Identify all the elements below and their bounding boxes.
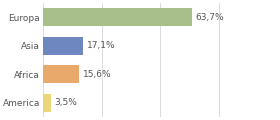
Bar — [43, 37, 83, 55]
Bar — [43, 8, 192, 26]
Text: 17,1%: 17,1% — [87, 41, 115, 50]
Text: 3,5%: 3,5% — [55, 98, 78, 107]
Text: 15,6%: 15,6% — [83, 70, 112, 79]
Text: 63,7%: 63,7% — [196, 13, 224, 22]
Bar — [43, 65, 80, 83]
Bar — [43, 94, 51, 112]
